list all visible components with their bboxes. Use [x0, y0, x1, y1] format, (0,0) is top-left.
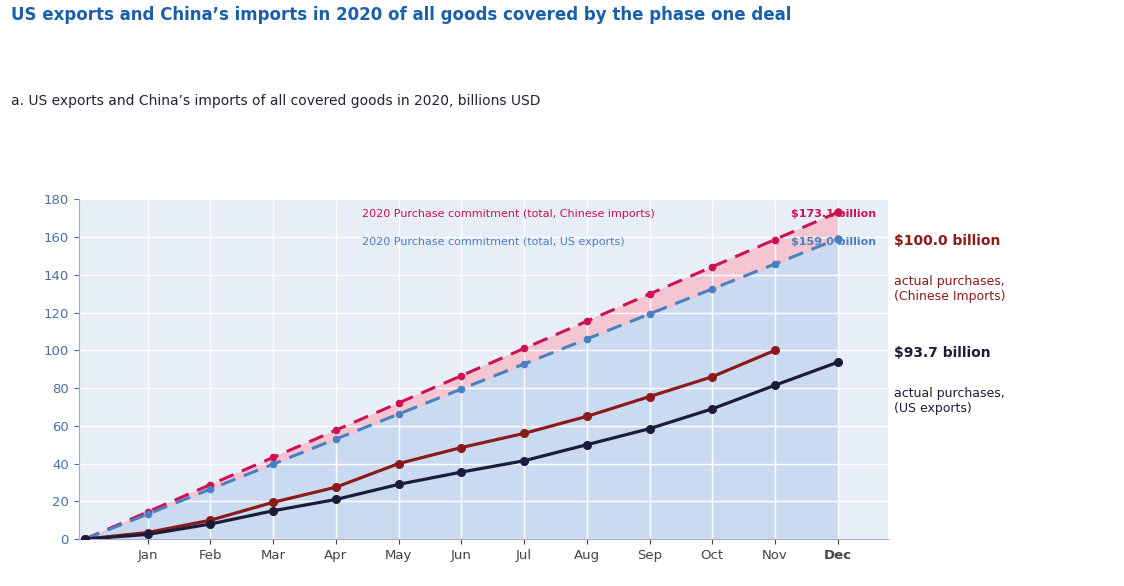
Text: $173.1 billion: $173.1 billion	[791, 209, 876, 219]
Text: a. US exports and China’s imports of all covered goods in 2020, billions USD: a. US exports and China’s imports of all…	[11, 94, 541, 108]
Text: 2020 Purchase commitment (total, US exports): 2020 Purchase commitment (total, US expo…	[362, 237, 628, 247]
Text: actual purchases,
(Chinese Imports): actual purchases, (Chinese Imports)	[894, 275, 1005, 304]
Text: $100.0 billion: $100.0 billion	[894, 234, 1000, 248]
Text: 2020 Purchase commitment (total, Chinese imports): 2020 Purchase commitment (total, Chinese…	[362, 209, 659, 219]
Text: US exports and China’s imports in 2020 of all goods covered by the phase one dea: US exports and China’s imports in 2020 o…	[11, 6, 791, 24]
Text: $159.0 billion: $159.0 billion	[791, 237, 876, 247]
Text: $93.7 billion: $93.7 billion	[894, 346, 990, 360]
Text: actual purchases,
(US exports): actual purchases, (US exports)	[894, 387, 1005, 415]
